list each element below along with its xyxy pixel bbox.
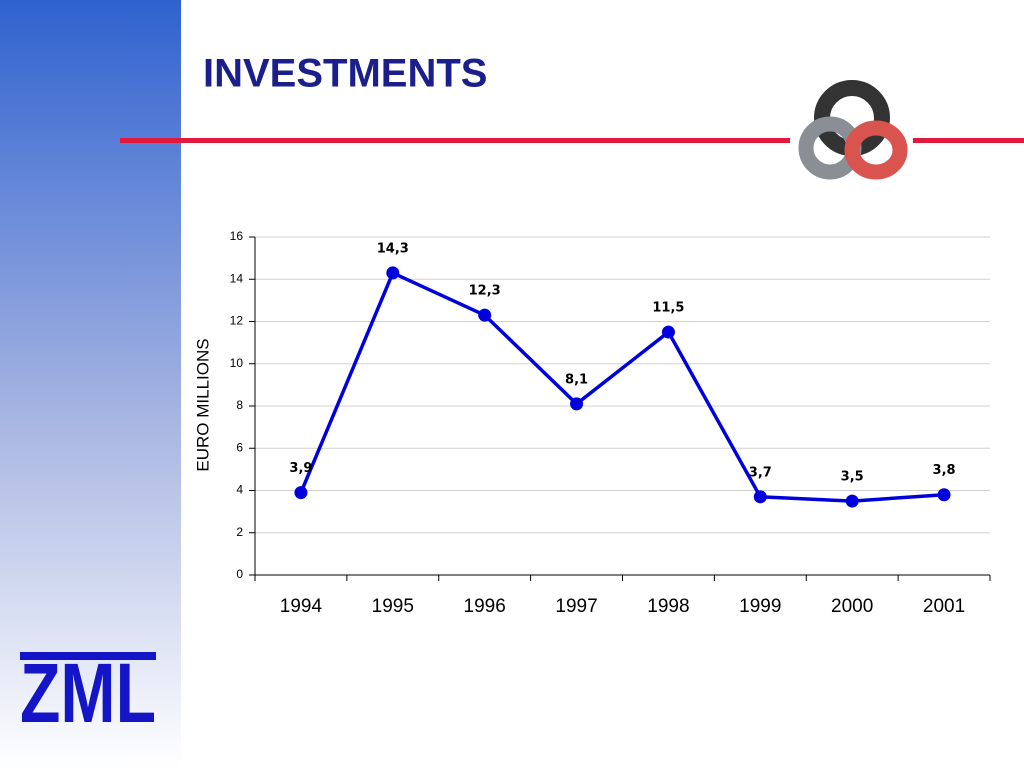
rule-right bbox=[913, 138, 1024, 143]
rule-left bbox=[120, 138, 790, 143]
y-tick-label: 14 bbox=[230, 271, 244, 285]
data-label: 3,9 bbox=[289, 461, 312, 476]
y-tick-label: 4 bbox=[236, 483, 243, 497]
y-tick-label: 0 bbox=[236, 567, 243, 581]
data-label: 11,5 bbox=[652, 301, 684, 316]
data-point bbox=[937, 488, 951, 502]
series-line bbox=[299, 270, 945, 503]
data-label: 14,3 bbox=[377, 241, 409, 256]
data-point bbox=[845, 494, 859, 508]
data-point bbox=[478, 308, 492, 322]
x-tick-label: 1999 bbox=[739, 596, 781, 617]
x-tick-label: 1997 bbox=[555, 596, 597, 617]
y-tick-label: 2 bbox=[236, 525, 243, 539]
data-point bbox=[386, 266, 400, 280]
data-point bbox=[753, 490, 767, 504]
data-label: 3,8 bbox=[933, 463, 956, 478]
x-tick-label: 1994 bbox=[280, 596, 323, 617]
x-tick-label: 2000 bbox=[831, 596, 873, 617]
y-axis-label: EURO MILLIONS bbox=[193, 338, 212, 471]
knot-logo bbox=[798, 80, 908, 180]
y-tick-label: 16 bbox=[230, 229, 244, 243]
data-label: 12,3 bbox=[469, 284, 501, 299]
y-tick-label: 12 bbox=[230, 314, 244, 328]
data-label: 3,5 bbox=[841, 470, 864, 485]
y-tick-label: 8 bbox=[236, 398, 243, 412]
data-point bbox=[294, 486, 308, 500]
x-tick-label: 1998 bbox=[647, 596, 689, 617]
logo-text: ZML bbox=[20, 646, 156, 740]
y-tick-label: 10 bbox=[230, 356, 244, 370]
sidebar bbox=[0, 0, 181, 768]
logo-bar bbox=[20, 652, 156, 660]
data-label: 8,1 bbox=[565, 372, 588, 387]
x-tick-label: 1996 bbox=[464, 596, 506, 617]
plot: 0 2 4 6 8 10 12 14 16 1994 1995 1996 1997 1998 1999 200… bbox=[230, 229, 991, 617]
y-tick-label: 6 bbox=[236, 440, 243, 454]
x-tick-label: 1995 bbox=[372, 596, 414, 617]
data-point bbox=[661, 325, 675, 339]
slide-title: INVESTMENTS bbox=[203, 52, 487, 96]
x-tick-label: 2001 bbox=[923, 596, 965, 617]
data-label: 3,7 bbox=[749, 465, 772, 480]
data-point bbox=[570, 397, 584, 411]
